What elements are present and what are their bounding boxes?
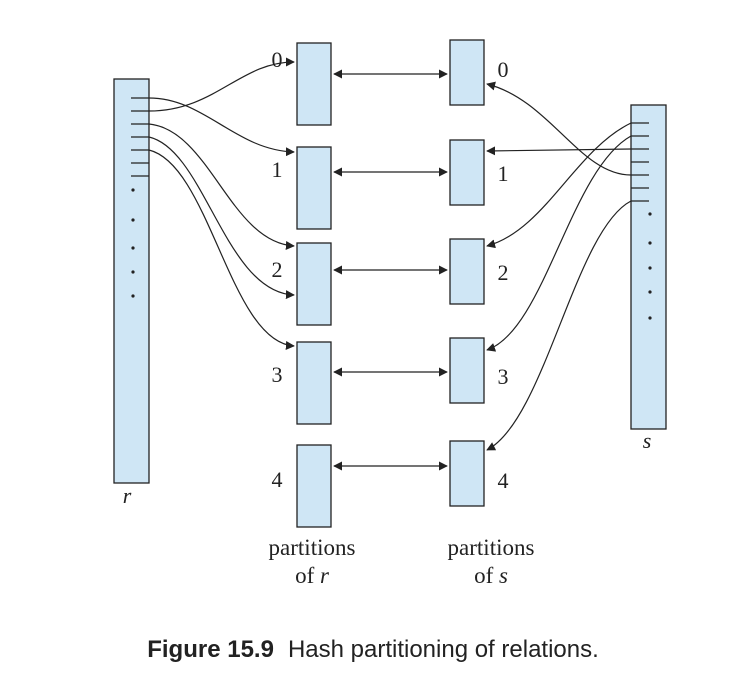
partition-r-2: [296, 242, 332, 326]
partition-pair-arrows: [333, 69, 448, 471]
relation-r-box: [113, 78, 150, 484]
partition-r-3-index: 3: [272, 362, 283, 387]
hash-arrows-r: [148, 57, 295, 350]
partition-r-1: [296, 146, 332, 230]
hash-arrow-s-tuple1: [486, 122, 632, 249]
partition-s-4-index: 4: [498, 468, 509, 493]
partition-r-4: [296, 444, 332, 528]
hash-arrow-s-tuple2: [486, 135, 632, 352]
relation-r-label: r: [123, 483, 132, 508]
hash-arrow-r-tuple2: [148, 57, 295, 112]
partition-s-2: [449, 238, 485, 305]
hash-arrows-s: [486, 81, 632, 451]
partitions-r-caption-prefix: of: [295, 563, 320, 588]
partitions-of-s: 0 1 2 3 4: [449, 39, 509, 507]
partition-r-4-index: 4: [272, 467, 283, 492]
partition-s-3-index: 3: [498, 364, 509, 389]
partitions-s-caption-line2: of s: [474, 563, 508, 588]
hash-arrow-s-tuple3: [486, 146, 632, 156]
relation-r-ellipsis: [131, 188, 135, 298]
partitions-of-r: 0 1 2 3 4: [272, 42, 332, 528]
hash-arrow-s-tuple5: [486, 200, 632, 451]
relation-s-label: s: [643, 428, 652, 453]
hash-arrow-r-tuple5: [148, 149, 295, 350]
partitions-r-caption-line2: of r: [295, 563, 330, 588]
partition-r-3: [296, 341, 332, 425]
relation-r-tuple-ticks: [131, 97, 149, 177]
partition-s-1-index: 1: [498, 161, 509, 186]
partition-s-0-index: 0: [498, 57, 509, 82]
partition-r-2-index: 2: [272, 257, 283, 282]
partitions-s-caption-prefix: of: [474, 563, 499, 588]
partition-r-0-index: 0: [272, 47, 283, 72]
relation-r: r: [113, 78, 150, 508]
hash-arrow-r-tuple1: [148, 97, 295, 157]
partitions-s-caption-var: s: [499, 563, 508, 588]
figure-title: Hash partitioning of relations.: [287, 636, 599, 663]
partition-s-1: [449, 139, 485, 206]
partitions-r-caption-line1: partitions: [269, 535, 356, 560]
relation-s-box: [630, 104, 667, 430]
partition-s-4: [449, 440, 485, 507]
hash-arrow-s-tuple4: [486, 81, 632, 176]
partition-r-1-index: 1: [272, 157, 283, 182]
hash-arrow-r-tuple3: [148, 123, 295, 250]
relation-s: s: [630, 104, 667, 453]
hash-arrow-r-tuple4: [148, 136, 295, 300]
figure-number: Figure 15.9: [147, 636, 274, 663]
partition-r-0: [296, 42, 332, 126]
partition-s-0: [449, 39, 485, 106]
figure-caption: Figure 15.9 Hash partitioning of relation…: [0, 636, 746, 664]
relation-s-tuple-ticks: [631, 122, 649, 202]
partitions-r-caption-var: r: [320, 563, 330, 588]
partition-s-2-index: 2: [498, 260, 509, 285]
partitions-s-caption-line1: partitions: [448, 535, 535, 560]
partition-s-3: [449, 337, 485, 404]
relation-s-ellipsis: [648, 212, 652, 320]
